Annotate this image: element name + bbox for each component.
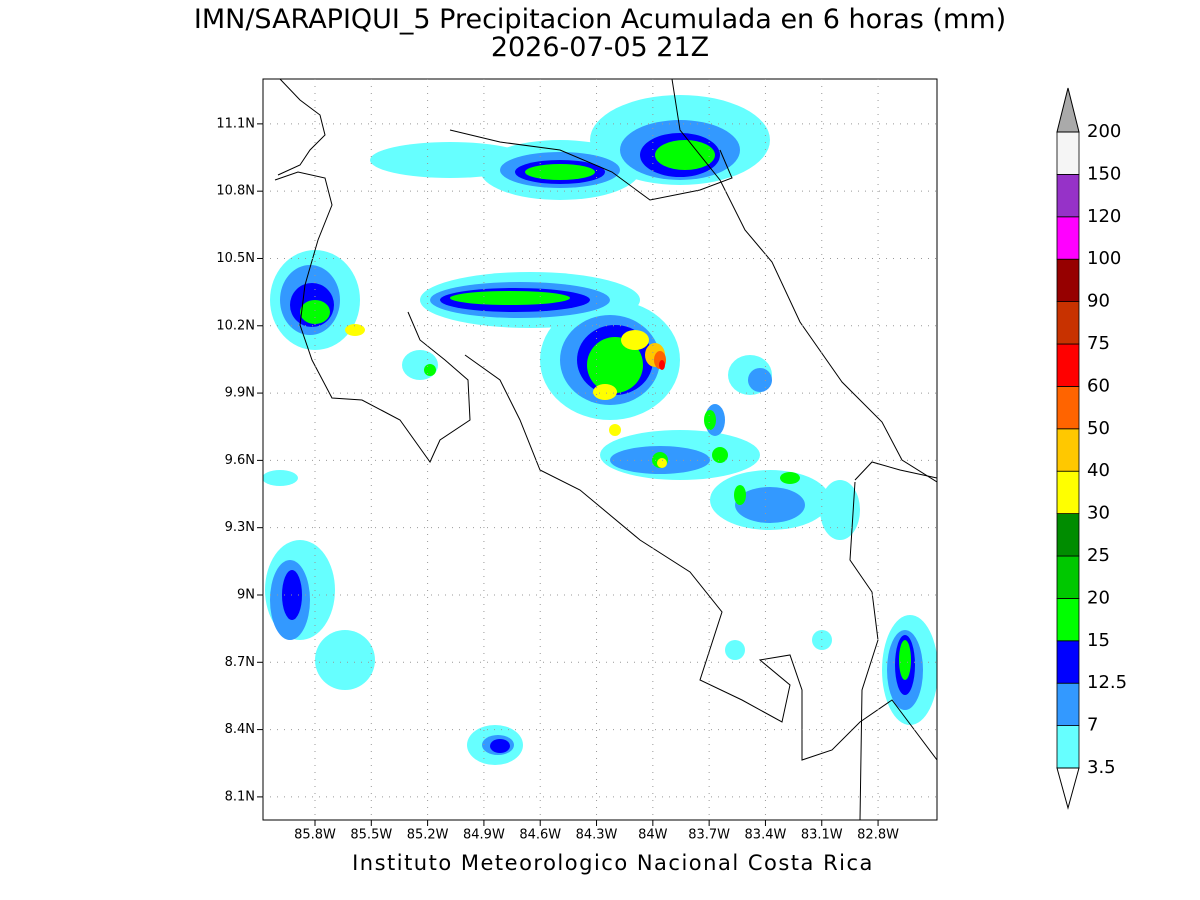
lat-tick-label: 9.6N xyxy=(225,453,255,468)
lat-tick-label: 8.7N xyxy=(225,655,255,670)
colorbar-box xyxy=(1056,725,1080,769)
colorbar-label: 15 xyxy=(1087,630,1110,651)
colorbar-over xyxy=(1056,87,1080,133)
colorbar-label: 100 xyxy=(1087,248,1121,269)
colorbar-label: 30 xyxy=(1087,503,1110,524)
lat-tick-label: 9N xyxy=(237,587,255,602)
footer: Instituto Meteorologico Nacional Costa R… xyxy=(352,851,874,875)
lon-tick-label: 85.2W xyxy=(407,828,449,843)
colorbar-label: 20 xyxy=(1087,587,1110,608)
colorbar-box xyxy=(1056,555,1080,599)
lat-tick-label: 10.8N xyxy=(216,184,255,199)
colorbar-label: 200 xyxy=(1087,121,1121,142)
title-line-1: IMN/SARAPIQUI_5 Precipitacion Acumulada … xyxy=(194,4,1006,35)
map-frame xyxy=(262,78,938,821)
colorbar-label: 60 xyxy=(1087,375,1110,396)
lon-tick-label: 82.8W xyxy=(857,828,899,843)
lon-tick-label: 83.4W xyxy=(745,828,787,843)
lon-tick-label: 84.6W xyxy=(519,828,561,843)
colorbar-box xyxy=(1056,598,1080,642)
colorbar-box xyxy=(1056,513,1080,557)
lon-tick-label: 83.7W xyxy=(688,828,730,843)
lat-tick-label: 9.9N xyxy=(225,386,255,401)
lat-tick-label: 10.5N xyxy=(216,251,255,266)
colorbar-box xyxy=(1056,470,1080,515)
colorbar-box xyxy=(1056,258,1080,303)
lon-tick-label: 85.8W xyxy=(294,828,336,843)
precipitation-field xyxy=(263,95,937,765)
colorbar-box xyxy=(1056,301,1080,345)
colorbar-label: 40 xyxy=(1087,460,1110,481)
title-line-2: 2026-07-05 21Z xyxy=(491,32,709,63)
coastlines xyxy=(274,79,937,820)
lat-tick-label: 8.4N xyxy=(225,722,255,737)
colorbar-label: 25 xyxy=(1087,545,1110,566)
colorbar-box xyxy=(1056,682,1080,727)
lon-tick-label: 84W xyxy=(638,828,668,843)
colorbar-box xyxy=(1056,216,1080,260)
colorbar-label: 3.5 xyxy=(1087,757,1116,778)
lat-tick-label: 8.1N xyxy=(225,789,255,804)
lat-tick-label: 9.3N xyxy=(225,520,255,535)
colorbar-box xyxy=(1056,385,1080,430)
colorbar-box xyxy=(1056,343,1080,387)
colorbar-label: 12.5 xyxy=(1087,672,1127,693)
lon-tick-label: 85.5W xyxy=(350,828,392,843)
lat-tick-label: 11.1N xyxy=(216,116,255,131)
lat-tick-label: 10.2N xyxy=(216,318,255,333)
colorbar-under xyxy=(1056,767,1080,810)
colorbar-label: 90 xyxy=(1087,291,1110,312)
colorbar-label: 7 xyxy=(1087,715,1098,736)
lon-tick-label: 84.9W xyxy=(463,828,505,843)
lon-tick-label: 84.3W xyxy=(576,828,618,843)
lon-tick-label: 83.1W xyxy=(801,828,843,843)
colorbar-label: 150 xyxy=(1087,163,1121,184)
colorbar-box xyxy=(1056,428,1080,472)
colorbar-label: 120 xyxy=(1087,206,1121,227)
colorbar-box xyxy=(1056,131,1080,175)
colorbar-box xyxy=(1056,640,1080,684)
colorbar-label: 50 xyxy=(1087,418,1110,439)
colorbar-box xyxy=(1056,173,1080,218)
colorbar-label: 75 xyxy=(1087,333,1110,354)
